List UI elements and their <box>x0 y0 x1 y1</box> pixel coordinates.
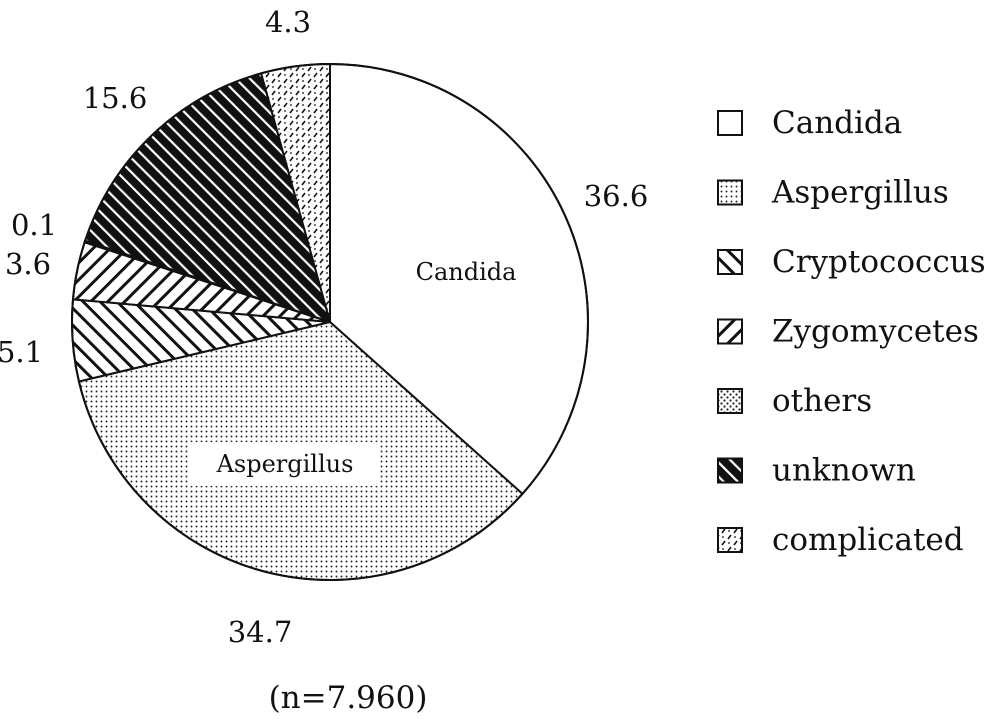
legend-swatch-complicated <box>717 527 743 553</box>
pie-value-labels: 36.6 34.7 5.1 3.6 0.1 15.6 4.3 <box>0 5 648 649</box>
value-label-others: 0.1 <box>11 208 57 242</box>
value-label-complicated: 4.3 <box>265 5 311 39</box>
legend-label-candida: Candida <box>772 105 902 141</box>
pie-inner-labels: Candida Aspergillus <box>190 258 516 486</box>
value-label-cryptococcus: 5.1 <box>0 335 43 369</box>
pie-outline <box>71 63 589 581</box>
legend-label-unknown: unknown <box>772 453 916 489</box>
legend-label-cryptococcus: Cryptococcus <box>772 244 986 280</box>
value-label-aspergillus: 34.7 <box>228 615 293 649</box>
legend-swatch-cryptococcus <box>717 249 743 275</box>
legend-label-others: others <box>772 383 872 419</box>
inner-label-bg-aspergillus <box>190 442 380 486</box>
legend-label-complicated: complicated <box>772 522 964 558</box>
legend-swatch-candida <box>717 110 743 136</box>
legend-label-zygomycetes: Zygomycetes <box>772 314 979 350</box>
value-label-zygomycetes: 3.6 <box>5 247 51 281</box>
legend-swatch-aspergillus <box>717 179 743 206</box>
sample-size-note: (n=7.960) <box>269 680 428 716</box>
legend-label-aspergillus: Aspergillus <box>771 175 949 211</box>
legend-swatch-zygomycetes <box>717 318 743 345</box>
value-label-candida: 36.6 <box>584 179 649 213</box>
inner-label-candida: Candida <box>416 258 517 286</box>
inner-label-aspergillus: Aspergillus <box>216 450 354 478</box>
legend-swatch-unknown <box>717 457 743 484</box>
legend-swatch-others <box>717 388 743 414</box>
pie-slices <box>71 62 589 581</box>
value-label-unknown: 15.6 <box>83 81 148 115</box>
legend: Candida Aspergillus Cryptococcus Zygomycete… <box>717 105 986 558</box>
